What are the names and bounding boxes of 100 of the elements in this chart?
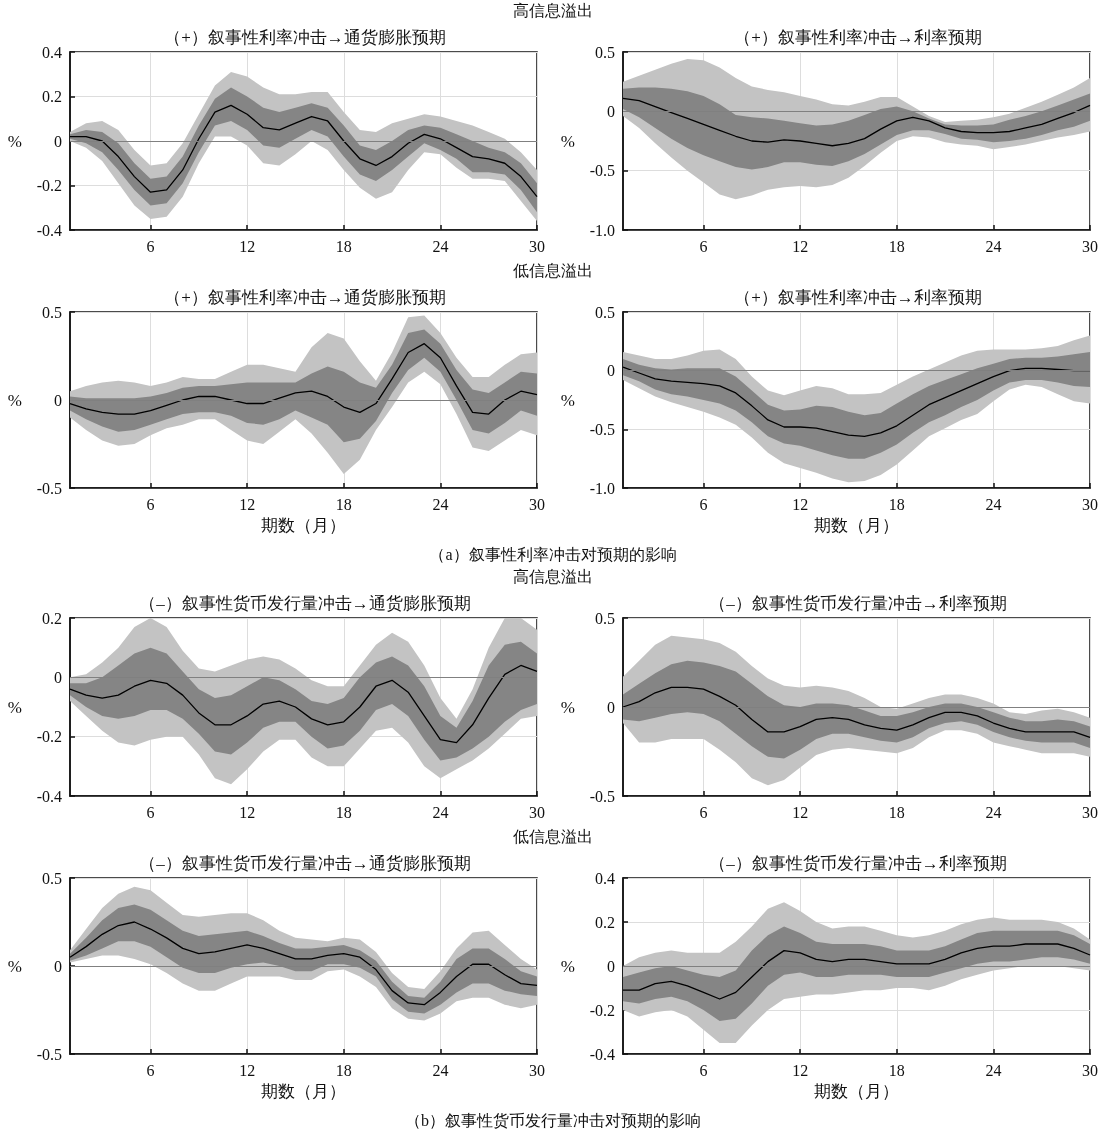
x-tick-label: 12 (239, 803, 256, 821)
x-tick-label: 24 (432, 1061, 449, 1079)
line-series (622, 943, 1091, 1000)
y-tick-label: 0.2 (42, 609, 62, 627)
y-axis-title: % (560, 956, 575, 976)
chart-title: （+）叙事性利率冲击→通货膨胀预期 (164, 28, 446, 47)
x-tick-label: 30 (1082, 237, 1098, 255)
y-axis-title: % (560, 390, 575, 410)
x-axis-title: 期数（月） (261, 1081, 346, 1101)
x-tick-label: 12 (239, 495, 256, 513)
x-tick-label: 24 (985, 1061, 1002, 1079)
y-tick-label: -0.5 (36, 1045, 62, 1063)
y-tick-label: -0.5 (589, 420, 615, 438)
x-tick-label: 6 (146, 495, 155, 513)
y-tick-label: -0.5 (36, 479, 62, 497)
chart-title: （–）叙事性货币发行量冲击→利率预期 (709, 854, 1007, 873)
y-tick-label: 0 (607, 362, 615, 380)
y-axis-title: % (7, 390, 22, 410)
y-tick-label: 0.2 (595, 913, 615, 931)
y-tick-label: 0.5 (595, 609, 615, 627)
y-tick-label: 0.2 (42, 88, 62, 105)
x-tick-label: 30 (1082, 495, 1098, 513)
text: 低信息溢出 (512, 261, 594, 281)
text: 高信息溢出 (512, 567, 594, 587)
y-tick-label: -1.0 (589, 221, 615, 239)
y-tick-label: 0.5 (42, 869, 62, 887)
chart-title: （–）叙事性货币发行量冲击→通货膨胀预期 (139, 854, 471, 873)
chart-title: （–）叙事性货币发行量冲击→通货膨胀预期 (139, 594, 471, 613)
x-tick-label: 18 (335, 495, 352, 513)
y-tick-label: -0.5 (589, 787, 615, 805)
text: 低信息溢出 (512, 827, 594, 847)
y-tick-label: 0 (54, 957, 62, 975)
chart-title: （–）叙事性货币发行量冲击→利率预期 (709, 594, 1007, 613)
x-tick-label: 30 (529, 803, 545, 821)
x-tick-label: 30 (1082, 803, 1098, 821)
y-tick-label: -0.2 (36, 728, 62, 746)
x-tick-label: 18 (888, 495, 905, 513)
text: （b）叙事性货币发行量冲击对预期的影响 (404, 1111, 702, 1131)
chart-title: （+）叙事性利率冲击→利率预期 (734, 288, 982, 307)
x-tick-label: 24 (432, 237, 449, 255)
x-tick-label: 30 (529, 495, 545, 513)
line-series (69, 664, 538, 744)
x-tick-label: 12 (792, 803, 809, 821)
y-axis-title: % (7, 956, 22, 976)
y-tick-label: 0.5 (42, 303, 62, 321)
x-tick-label: 18 (335, 803, 352, 821)
y-tick-label: 0.4 (595, 869, 615, 887)
y-axis-title: % (7, 697, 22, 717)
y-tick-label: -0.5 (589, 162, 615, 180)
y-tick-label: -0.4 (36, 787, 62, 805)
line-series (69, 921, 538, 1006)
x-tick-label: 30 (529, 237, 545, 255)
y-axis-title: % (560, 131, 575, 151)
x-tick-label: 6 (699, 803, 708, 821)
x-tick-label: 18 (335, 1061, 352, 1079)
y-tick-label: -0.4 (36, 221, 62, 239)
y-tick-label: 0 (607, 957, 615, 975)
x-tick-label: 30 (529, 1061, 545, 1079)
chart-title: （+）叙事性利率冲击→利率预期 (734, 28, 982, 47)
y-tick-label: 0 (607, 102, 615, 120)
x-tick-label: 24 (985, 237, 1002, 255)
x-tick-label: 6 (146, 803, 155, 821)
y-tick-label: 0 (54, 668, 62, 686)
x-tick-label: 12 (792, 1061, 809, 1079)
y-tick-label: 0.5 (595, 43, 615, 61)
x-axis-title: 期数（月） (814, 515, 899, 535)
y-tick-label: 0 (54, 391, 62, 409)
line-series (622, 97, 1091, 147)
y-tick-label: -1.0 (589, 479, 615, 497)
x-tick-label: 12 (792, 495, 809, 513)
text: （a）叙事性利率冲击对预期的影响 (428, 545, 678, 565)
x-tick-label: 12 (792, 237, 809, 255)
x-tick-label: 12 (239, 237, 256, 255)
x-tick-label: 24 (432, 803, 449, 821)
y-axis-title: % (560, 697, 575, 717)
line-series (69, 343, 538, 415)
x-tick-label: 24 (985, 803, 1002, 821)
x-tick-label: 6 (699, 237, 708, 255)
y-tick-label: 0.4 (42, 43, 62, 61)
x-tick-label: 6 (699, 495, 708, 513)
x-axis-title: 期数（月） (814, 1081, 899, 1101)
text: 高信息溢出 (512, 1, 594, 21)
chart-title: （+）叙事性利率冲击→通货膨胀预期 (164, 288, 446, 307)
y-tick-label: -0.4 (589, 1045, 615, 1063)
x-tick-label: 12 (239, 1061, 256, 1079)
x-tick-label: 18 (335, 237, 352, 255)
x-tick-label: 18 (888, 1061, 905, 1079)
line-series (69, 104, 538, 198)
x-tick-label: 6 (146, 237, 155, 255)
line-series (622, 686, 1091, 738)
y-tick-label: 0.5 (595, 303, 615, 321)
x-tick-label: 18 (888, 237, 905, 255)
x-tick-label: 6 (699, 1061, 708, 1079)
y-axis-title: % (7, 131, 22, 151)
x-tick-label: 24 (432, 495, 449, 513)
y-tick-label: -0.2 (589, 1001, 615, 1019)
x-tick-label: 24 (985, 495, 1002, 513)
y-tick-label: 0 (607, 698, 615, 716)
y-tick-label: 0 (54, 132, 62, 150)
x-tick-label: 6 (146, 1061, 155, 1079)
